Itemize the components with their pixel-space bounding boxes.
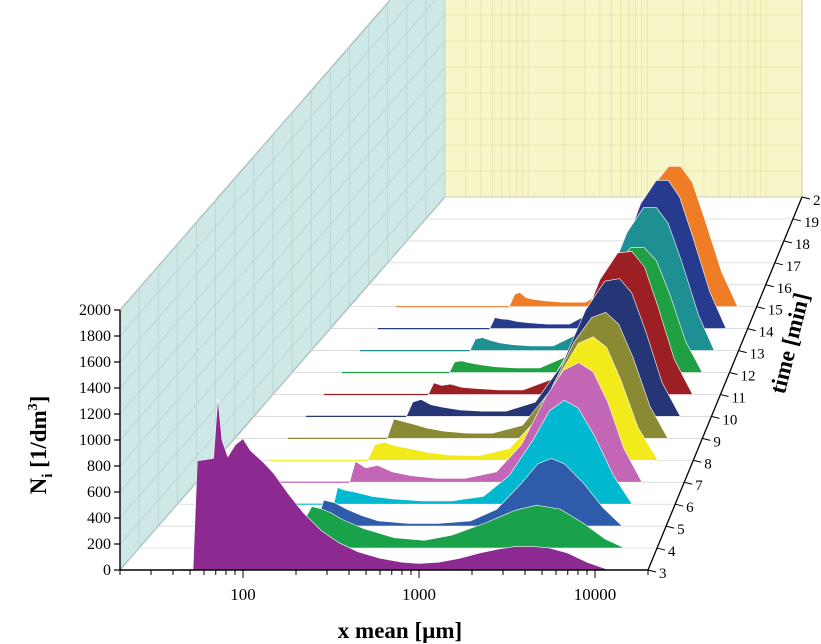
y-tick-label: 800 bbox=[87, 458, 111, 475]
y-tick-label: 1000 bbox=[79, 432, 111, 449]
series-area bbox=[192, 398, 610, 571]
time-tick-label: 13 bbox=[750, 347, 765, 363]
time-tick-label: 19 bbox=[804, 215, 819, 231]
side-wall-gridline bbox=[119, 0, 414, 337]
time-tick-label: 18 bbox=[795, 237, 810, 253]
time-tick-label: 16 bbox=[777, 281, 793, 297]
y-axis-title-main: N bbox=[26, 477, 51, 494]
y-axis-title-sub: i bbox=[40, 474, 56, 478]
x-tick-label: 10000 bbox=[574, 585, 617, 604]
svg-text:Ni [1/dm3]: Ni [1/dm3] bbox=[26, 396, 56, 495]
time-tick-label: 15 bbox=[768, 303, 783, 319]
time-tick bbox=[675, 503, 684, 507]
time-tick-label: 11 bbox=[731, 390, 745, 406]
y-tick-label: 400 bbox=[87, 510, 111, 527]
side-wall-gridline bbox=[119, 196, 446, 571]
time-tick bbox=[665, 525, 675, 529]
time-tick bbox=[756, 306, 765, 310]
y-tick-label: 0 bbox=[103, 562, 111, 579]
time-tick-label: 3 bbox=[659, 566, 667, 582]
time-tick bbox=[656, 547, 666, 551]
time-tick bbox=[765, 284, 774, 288]
y-tick-label: 2000 bbox=[79, 302, 111, 319]
time-tick bbox=[647, 569, 657, 573]
time-axis-line bbox=[647, 196, 803, 571]
series-area bbox=[294, 504, 625, 549]
time-tick-label: 8 bbox=[704, 456, 712, 472]
time-tick bbox=[774, 262, 783, 266]
y-tick-label: 1400 bbox=[79, 380, 111, 397]
back-wall bbox=[444, 0, 803, 198]
y-tick-label: 600 bbox=[87, 484, 111, 501]
time-tick bbox=[747, 328, 756, 332]
side-wall-gridline bbox=[119, 0, 436, 363]
y-axis-title-close: ] bbox=[26, 396, 51, 404]
y-axis-title-unit-sup: 3 bbox=[26, 403, 41, 410]
time-tick bbox=[801, 196, 811, 200]
side-wall-gridline bbox=[119, 92, 446, 467]
x-tick-label: 100 bbox=[230, 585, 256, 604]
time-tick-label: 6 bbox=[686, 500, 694, 516]
side-wall-gridline bbox=[119, 40, 446, 415]
y-axis-title: Ni [1/dm3] bbox=[26, 396, 56, 495]
y-axis-title-unit: [1/dm bbox=[26, 410, 51, 468]
x-axis-title: x mean [µm] bbox=[338, 618, 462, 643]
side-wall-gridline bbox=[119, 118, 446, 493]
side-wall-gridline bbox=[119, 170, 446, 545]
y-tick-label: 1800 bbox=[79, 328, 111, 345]
side-wall-gridline bbox=[119, 66, 446, 441]
axes-layer: 0 200 400 600 800 1000 1200 1400 1600 1800 2000 100… bbox=[79, 193, 821, 604]
y-tick-label: 1200 bbox=[79, 406, 111, 423]
series-layer bbox=[180, 166, 739, 571]
time-tick-label: 12 bbox=[741, 369, 756, 385]
time-tick-label: 5 bbox=[677, 522, 685, 538]
time-tick-label: 9 bbox=[713, 434, 721, 450]
time-tick-label: 2 bbox=[813, 193, 821, 209]
time-tick bbox=[720, 393, 729, 397]
side-wall-gridline bbox=[119, 14, 446, 389]
time-tick-label: 10 bbox=[722, 412, 737, 428]
time-tick bbox=[792, 218, 802, 222]
time-tick-label: 7 bbox=[695, 478, 703, 494]
time-tick bbox=[783, 240, 793, 244]
side-wall-gridline bbox=[119, 0, 391, 311]
time-tick bbox=[729, 372, 738, 376]
time-tick bbox=[693, 459, 702, 463]
time-tick bbox=[738, 350, 747, 354]
y-tick-label: 1600 bbox=[79, 354, 111, 371]
time-tick bbox=[702, 437, 711, 441]
time-tick-label: 4 bbox=[668, 544, 676, 560]
time-tick bbox=[711, 415, 720, 419]
time-tick bbox=[684, 481, 693, 485]
time-tick-label: 17 bbox=[786, 259, 802, 275]
x-tick-label: 1000 bbox=[402, 585, 436, 604]
time-tick-label: 14 bbox=[759, 325, 775, 341]
y-tick-label: 200 bbox=[87, 536, 111, 553]
side-wall-gridline bbox=[119, 144, 446, 519]
